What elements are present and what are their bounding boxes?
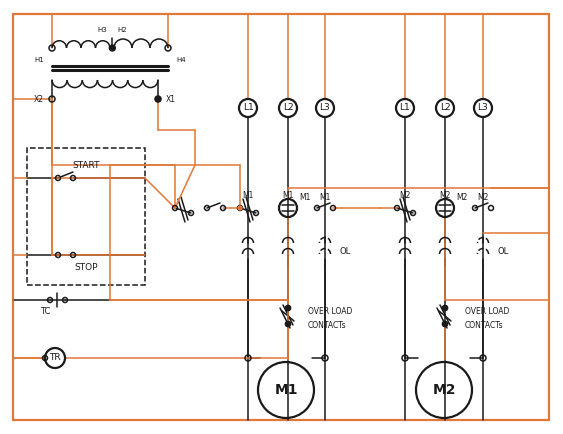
Text: M2: M2 — [432, 383, 456, 397]
Text: L1: L1 — [243, 103, 253, 112]
Text: OL: OL — [498, 247, 510, 256]
Text: X2: X2 — [34, 95, 44, 103]
Text: M2: M2 — [439, 191, 451, 200]
Text: M2: M2 — [456, 194, 467, 203]
Text: TR: TR — [49, 354, 61, 362]
Text: OVER LOAD: OVER LOAD — [308, 308, 352, 316]
Text: L3: L3 — [477, 103, 488, 112]
Text: STOP: STOP — [74, 263, 98, 272]
Circle shape — [285, 306, 291, 310]
Text: M1: M1 — [299, 194, 310, 203]
Text: TC: TC — [40, 308, 50, 316]
Text: CONTACTs: CONTACTs — [308, 320, 347, 329]
Circle shape — [443, 306, 448, 310]
Text: OVER LOAD: OVER LOAD — [465, 308, 510, 316]
Circle shape — [285, 322, 291, 326]
Circle shape — [443, 322, 448, 326]
Text: START: START — [72, 161, 100, 171]
Text: X1: X1 — [166, 95, 176, 103]
Text: M1: M1 — [319, 194, 330, 203]
Text: H1: H1 — [34, 57, 44, 63]
Text: H3: H3 — [97, 27, 108, 33]
Text: M1: M1 — [242, 191, 254, 200]
Text: L2: L2 — [440, 103, 450, 112]
Text: H4: H4 — [176, 57, 186, 63]
Circle shape — [155, 96, 160, 102]
Circle shape — [109, 45, 115, 51]
Text: CONTACTs: CONTACTs — [465, 320, 504, 329]
Text: L3: L3 — [320, 103, 330, 112]
Text: H2: H2 — [117, 27, 127, 33]
Text: M2: M2 — [477, 194, 489, 203]
Circle shape — [238, 206, 242, 210]
Text: M2: M2 — [399, 191, 410, 200]
Text: L1: L1 — [400, 103, 410, 112]
Text: L2: L2 — [283, 103, 293, 112]
Text: M1: M1 — [274, 383, 298, 397]
Text: M1: M1 — [282, 191, 294, 200]
Text: OL: OL — [340, 247, 351, 256]
